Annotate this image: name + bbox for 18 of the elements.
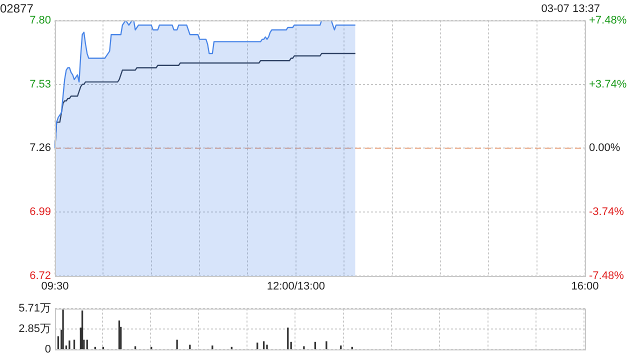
y2-tick-label: 0.00%	[589, 142, 620, 154]
y2-tick-label: +7.48%	[589, 14, 627, 26]
y2-tick-label: -7.48%	[589, 270, 624, 282]
y-tick-label: 7.80	[30, 14, 51, 26]
y-tick-label: 5.71万	[18, 302, 51, 315]
y-tick-label: 6.72	[30, 270, 51, 282]
x-tick-label: 12:00/13:00	[266, 280, 325, 293]
y2-tick-label: +3.74%	[589, 78, 627, 90]
y-tick-label: 2.85万	[18, 323, 51, 336]
y-tick-label: 6.99	[30, 206, 51, 218]
y-tick-label: 7.53	[30, 78, 51, 90]
chart-title: 02877	[0, 2, 34, 16]
text: 03-07 13:37	[541, 3, 600, 16]
x-tick-label: 09:30	[41, 280, 69, 293]
y2-tick-label: -3.74%	[589, 206, 624, 218]
y-tick-label: 7.26	[30, 142, 51, 154]
y-tick-label: 0	[44, 343, 51, 356]
x-tick-label: 16:00	[571, 280, 599, 293]
